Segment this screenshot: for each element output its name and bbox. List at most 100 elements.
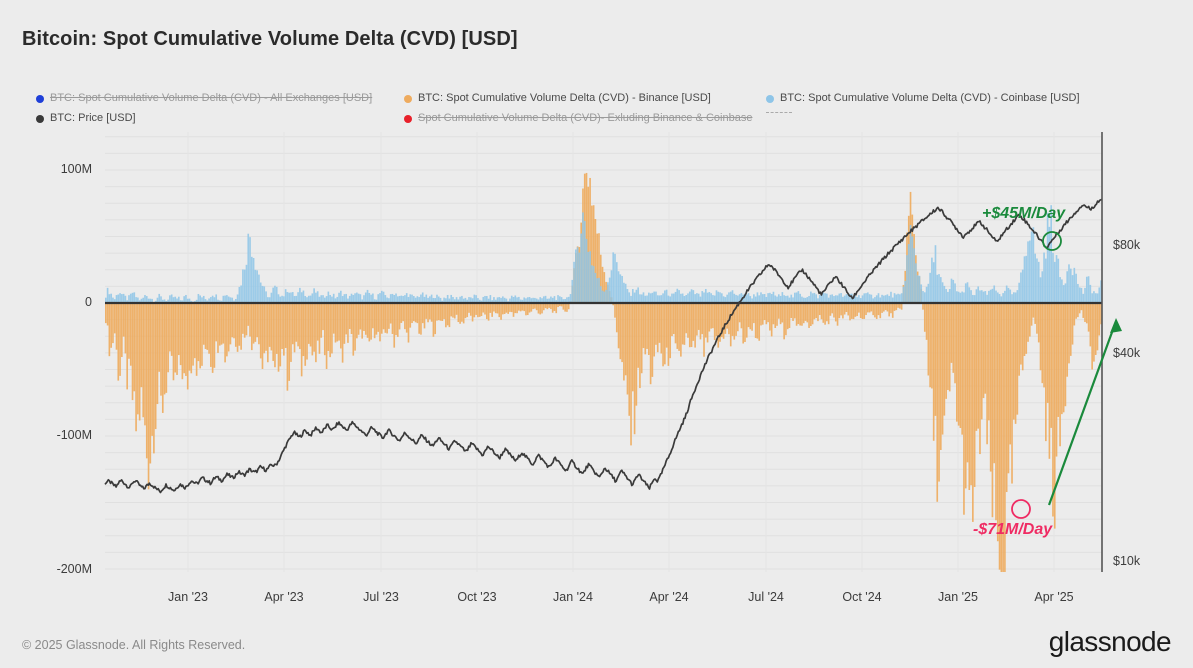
chart-bar (477, 298, 479, 303)
chart-bar (861, 303, 864, 320)
chart-bar (185, 303, 187, 376)
chart-bar (893, 293, 896, 303)
chart-bar (525, 303, 527, 316)
chart-bar (925, 286, 928, 303)
chart-bar (315, 292, 317, 303)
legend-item-2[interactable]: BTC: Spot Cumulative Volume Delta (CVD) … (766, 92, 1080, 105)
chart-bar (639, 303, 641, 389)
chart-bar (927, 283, 930, 303)
chart-bar (1096, 293, 1099, 303)
chart-bar (815, 294, 817, 303)
chart-bar (526, 303, 529, 316)
chart-bar (293, 303, 296, 353)
chart-bar (728, 292, 730, 303)
legend-item-0[interactable]: BTC: Spot Cumulative Volume Delta (CVD) … (36, 92, 372, 105)
chart-bar (356, 303, 358, 339)
chart-bar (774, 303, 777, 328)
chart-bar (936, 274, 939, 303)
chart-bar (1027, 303, 1029, 342)
chart-bar (322, 303, 324, 331)
chart-bar (1066, 303, 1069, 377)
chart-bar (1018, 282, 1020, 303)
chart-bar (1014, 303, 1017, 424)
chart-bar (437, 296, 440, 303)
chart-bar (122, 293, 125, 303)
chart-bar (998, 303, 1001, 570)
chart-bar (612, 303, 615, 306)
chart-bar (899, 303, 901, 309)
chart-bar (473, 294, 476, 303)
chart-bar (250, 303, 253, 351)
chart-bar (313, 288, 315, 303)
chart-bar (1085, 303, 1088, 324)
chart-bar (783, 303, 785, 340)
chart-bar (242, 269, 244, 303)
legend-item-5[interactable] (766, 112, 792, 113)
chart-bar (423, 296, 426, 303)
chart-bar (834, 295, 837, 303)
chart-bar (813, 292, 816, 303)
chart-bar (243, 303, 246, 338)
chart-bar (211, 295, 214, 303)
chart-bar (160, 296, 162, 303)
chart-bar (163, 303, 166, 395)
chart-bar (1020, 272, 1022, 303)
chart-bar (537, 299, 540, 303)
legend-item-4[interactable]: Spot Cumulative Volume Delta (CVD)- Exlu… (404, 112, 752, 125)
legend-item-1[interactable]: BTC: Spot Cumulative Volume Delta (CVD) … (404, 92, 711, 105)
chart-bar (870, 303, 873, 312)
chart-bar (1089, 284, 1092, 303)
chart-bar (564, 303, 566, 312)
chart-bar (361, 299, 364, 303)
chart-bar (790, 303, 793, 319)
chart-bar (891, 297, 894, 303)
legend-dot-icon (766, 94, 774, 103)
chart-bar (322, 295, 324, 303)
chart-bar (763, 303, 766, 321)
chart-bar (366, 303, 369, 338)
chart-bar (733, 303, 736, 340)
chart-bar (662, 293, 664, 303)
chart-bar (249, 237, 251, 303)
chart-bar (181, 303, 184, 380)
chart-bar (1000, 296, 1003, 303)
chart-bar (133, 292, 136, 303)
chart-bar (126, 300, 128, 303)
chart-bar (610, 270, 613, 303)
legend-item-3[interactable]: BTC: Price [USD] (36, 112, 136, 125)
chart-bar (316, 303, 319, 341)
chart-bar (617, 271, 620, 303)
chart-bar (1091, 293, 1093, 303)
chart-bar (252, 257, 255, 303)
chart-bar (1011, 303, 1013, 484)
chart-bar (658, 303, 661, 343)
chart-bar (405, 303, 408, 333)
chart-bar (252, 303, 255, 344)
chart-bar (265, 303, 267, 351)
legend-item-label: BTC: Spot Cumulative Volume Delta (CVD) … (780, 92, 1080, 104)
chart-bar (108, 294, 111, 303)
chart-bar (883, 295, 885, 303)
chart-bar (307, 303, 310, 344)
y-axis-right-tick-label: $80k (1113, 238, 1141, 252)
chart-bar (105, 303, 107, 324)
chart-bar (761, 294, 764, 303)
legend-dot-icon (36, 114, 44, 123)
chart-bar (274, 285, 276, 303)
chart-bar (763, 294, 766, 303)
chart-bar (961, 303, 963, 435)
chart-bar (713, 295, 716, 303)
chart-bar (678, 290, 680, 303)
chart-bar (1064, 303, 1067, 407)
chart-bar (234, 303, 237, 347)
chart-bar (503, 297, 506, 303)
chart-bar (498, 303, 501, 318)
x-axis-tick-label: Apr '23 (264, 590, 304, 604)
chart-bar (400, 303, 403, 323)
chart-bar (608, 277, 611, 303)
chart-bar (989, 303, 992, 472)
chart-bar (188, 303, 191, 371)
chart-bar (713, 303, 716, 340)
chart-bar (731, 303, 734, 336)
